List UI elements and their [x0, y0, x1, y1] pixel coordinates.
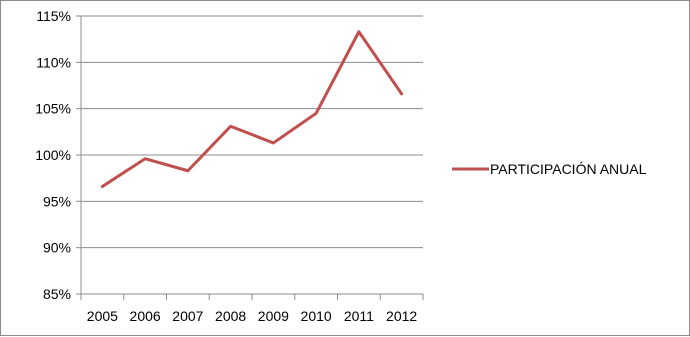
y-tick-labels: 85% 90% 95% 100% 105% 110% 115% [35, 8, 71, 302]
legend-label: PARTICIPACIÓN ANUAL [490, 161, 647, 177]
x-tick-label: 2007 [172, 308, 203, 324]
y-tick-label: 110% [36, 54, 71, 70]
y-tick-label: 85% [43, 286, 71, 302]
x-tick-label: 2006 [130, 308, 161, 324]
x-tick-label: 2011 [344, 308, 374, 324]
x-tick-label: 2009 [258, 308, 289, 324]
x-tick-label: 2008 [215, 308, 246, 324]
axes [76, 16, 423, 300]
x-tick-label: 2010 [301, 308, 332, 324]
x-tick-label: 2005 [87, 308, 118, 324]
y-tick-label: 100% [35, 147, 71, 163]
y-tick-label: 95% [43, 193, 71, 209]
y-tick-label: 105% [35, 101, 71, 117]
x-tick-label: 2012 [386, 308, 417, 324]
y-tick-label: 115% [36, 8, 71, 24]
x-tick-labels: 2005 2006 2007 2008 2009 2010 2011 2012 [87, 308, 418, 324]
legend: PARTICIPACIÓN ANUAL [452, 161, 647, 177]
y-tick-label: 90% [43, 240, 71, 256]
